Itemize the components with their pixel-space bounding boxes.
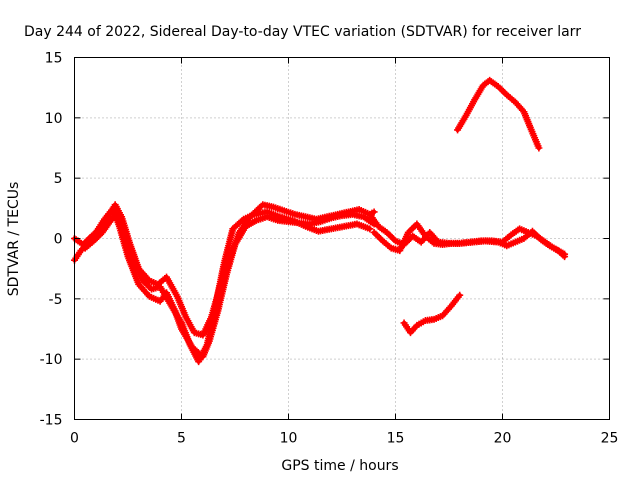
series-track-3 xyxy=(81,208,374,366)
series-track-5 xyxy=(370,220,569,261)
y-tick-label: 5 xyxy=(54,171,63,187)
x-tick-label: 15 xyxy=(387,431,405,447)
y-axis-title: SDTVAR / TECUs xyxy=(6,182,22,297)
y-tick-label: 0 xyxy=(54,232,63,248)
y-tick-label: -10 xyxy=(40,352,63,368)
x-tick-labels: 0 5 10 15 20 25 xyxy=(70,431,618,447)
y-tick-label: 10 xyxy=(45,111,63,127)
series-track-7 xyxy=(454,76,543,152)
chart-title: Day 244 of 2022, Sidereal Day-to-day VTE… xyxy=(24,24,581,40)
data-point xyxy=(561,253,569,261)
data-point xyxy=(370,208,378,216)
axis-ticks xyxy=(74,57,610,420)
x-axis-title: GPS time / hours xyxy=(281,458,398,474)
data-point xyxy=(535,144,543,152)
y-tick-label: -15 xyxy=(40,413,63,429)
x-tick-label: 10 xyxy=(280,431,298,447)
x-tick-label: 5 xyxy=(177,431,186,447)
data-points xyxy=(71,76,569,366)
y-tick-label: -5 xyxy=(49,292,63,308)
data-point xyxy=(456,291,464,299)
y-tick-labels: -15 -10 -5 0 5 10 15 xyxy=(40,51,63,429)
x-tick-label: 20 xyxy=(494,431,512,447)
data-point xyxy=(366,225,374,233)
series-track-6 xyxy=(400,291,464,337)
x-tick-label: 0 xyxy=(70,431,79,447)
y-tick-label: 15 xyxy=(45,51,63,67)
data-point xyxy=(238,217,246,225)
x-tick-label: 25 xyxy=(601,431,619,447)
